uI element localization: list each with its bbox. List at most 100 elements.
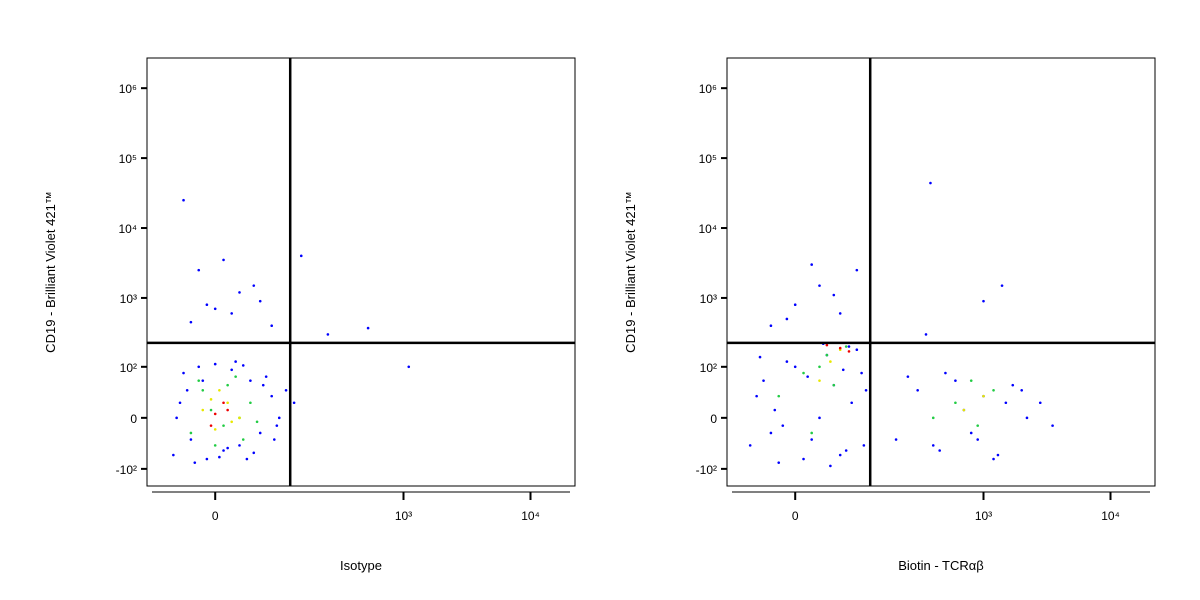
event-dot [785, 360, 789, 363]
event-dot [189, 320, 193, 324]
event-dot [182, 371, 185, 375]
event-dot [172, 453, 175, 457]
event-dot [238, 416, 241, 420]
event-dot [832, 293, 836, 297]
event-dot [844, 345, 848, 348]
event-dot [230, 368, 233, 372]
event-dot [777, 461, 781, 464]
event-dot [793, 303, 797, 307]
event-dot [924, 333, 928, 336]
event-dot [762, 379, 765, 382]
event-dot [810, 431, 813, 435]
event-dot [944, 371, 947, 375]
event-dot [954, 401, 957, 405]
event-dot [201, 389, 205, 392]
event-dot [982, 299, 985, 303]
event-dot [929, 181, 932, 185]
event-dot [252, 451, 256, 455]
event-dot [829, 360, 832, 363]
y-axis-title: CD19 - Brilliant Violet 421™ [43, 191, 58, 353]
event-dot [205, 303, 209, 307]
event-dot [976, 438, 980, 441]
event-dot [209, 408, 213, 412]
event-dot [825, 353, 829, 357]
event-dot [238, 291, 241, 294]
event-dot [213, 428, 217, 431]
event-dot [193, 461, 197, 464]
event-dot [230, 312, 233, 315]
event-dot [185, 389, 189, 392]
event-dot [1000, 284, 1004, 287]
event-dot [261, 383, 265, 387]
event-dot [213, 412, 217, 416]
event-dot [264, 375, 268, 378]
y-tick-label: 10⁴ [698, 222, 717, 236]
event-dot [258, 431, 262, 435]
event-dot [818, 284, 821, 287]
event-dot [222, 424, 225, 427]
event-dot [781, 424, 785, 427]
event-dot [996, 453, 1000, 457]
y-tick-label: 10³ [120, 292, 137, 306]
x-tick-label: 10³ [395, 509, 412, 523]
event-dot [189, 431, 193, 435]
event-dot [284, 389, 288, 392]
event-dot [850, 401, 853, 405]
y-tick-label: 0 [710, 412, 717, 426]
event-dot [197, 379, 201, 382]
event-dot [773, 408, 777, 412]
event-dot [992, 389, 995, 392]
event-dot [1038, 401, 1042, 405]
event-dot [829, 464, 832, 468]
x-axis-title: Isotype [340, 558, 382, 573]
event-dot [758, 355, 762, 359]
event-dot [178, 401, 182, 405]
event-dot [270, 324, 273, 328]
event-dot [748, 444, 752, 447]
event-dot [1025, 416, 1029, 420]
event-dot [818, 416, 821, 420]
event-dot [969, 379, 973, 382]
event-dot [292, 401, 296, 405]
event-dot [769, 431, 773, 435]
event-dot [847, 345, 851, 348]
event-dot [954, 379, 957, 382]
y-tick-label: 10⁶ [119, 82, 137, 96]
event-dot [222, 449, 225, 452]
event-dot [222, 401, 225, 405]
event-dot [802, 371, 805, 375]
event-dot [810, 438, 813, 441]
plot-frame [726, 57, 1156, 487]
y-tick-label: 10⁵ [699, 152, 717, 166]
event-dot [182, 198, 185, 202]
event-dot [218, 455, 221, 459]
event-dot [226, 383, 229, 387]
event-dot [832, 383, 836, 387]
event-dot [213, 362, 217, 366]
event-dot [175, 416, 178, 420]
event-dot [275, 424, 279, 427]
event-dot [844, 449, 848, 452]
event-dot [277, 416, 281, 420]
event-dot [825, 343, 829, 347]
event-dot [931, 444, 935, 447]
event-dot [1020, 389, 1024, 392]
event-dot [838, 312, 842, 315]
event-dot [222, 258, 225, 262]
y-tick-label: 10³ [700, 292, 717, 306]
x-tick-label: 0 [212, 509, 219, 523]
event-dot [1051, 424, 1054, 427]
event-dot [838, 453, 842, 457]
event-dot [818, 379, 821, 382]
event-dot [806, 375, 809, 378]
event-dot [197, 268, 201, 272]
event-dot [906, 375, 910, 378]
event-dot [326, 333, 330, 336]
y-axis-title: CD19 - Brilliant Violet 421™ [623, 191, 638, 353]
event-dot [201, 379, 205, 382]
event-dot [366, 326, 370, 330]
event-dot [838, 346, 842, 350]
event-dot [1011, 383, 1015, 387]
